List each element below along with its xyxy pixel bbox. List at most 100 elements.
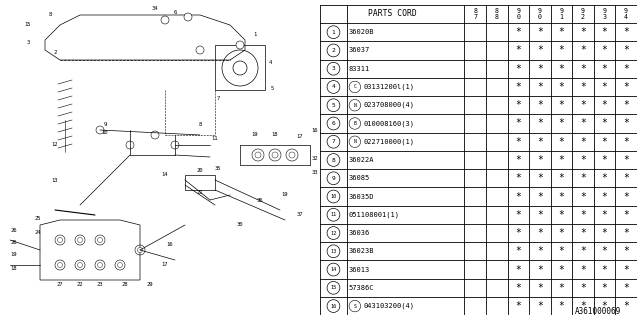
Text: 13: 13 (330, 249, 337, 254)
Text: *: * (623, 210, 629, 220)
Text: *: * (515, 173, 521, 183)
Text: *: * (623, 265, 629, 275)
Text: 8: 8 (198, 123, 202, 127)
Circle shape (184, 13, 192, 21)
Text: *: * (602, 155, 607, 165)
Text: 9: 9 (516, 8, 520, 14)
Text: *: * (537, 210, 543, 220)
Text: 023708000(4): 023708000(4) (364, 102, 415, 108)
Text: 26: 26 (11, 228, 17, 233)
Text: *: * (537, 45, 543, 55)
Text: *: * (537, 301, 543, 311)
Text: *: * (602, 100, 607, 110)
Text: 33: 33 (312, 170, 318, 174)
Text: 010008160(3): 010008160(3) (364, 120, 415, 127)
Circle shape (58, 237, 63, 243)
Text: *: * (537, 64, 543, 74)
Text: 24: 24 (35, 229, 41, 235)
Text: 9: 9 (332, 176, 335, 181)
Text: *: * (602, 64, 607, 74)
Text: 5: 5 (270, 85, 274, 91)
Text: 17: 17 (297, 134, 303, 140)
Text: 14: 14 (330, 267, 337, 272)
Circle shape (236, 41, 244, 49)
Text: C: C (353, 84, 356, 90)
Text: *: * (580, 301, 586, 311)
Text: 1: 1 (332, 30, 335, 35)
Text: 4: 4 (332, 84, 335, 90)
Circle shape (58, 262, 63, 268)
Text: *: * (537, 228, 543, 238)
Text: *: * (623, 82, 629, 92)
Circle shape (161, 16, 169, 24)
Text: 36035D: 36035D (349, 194, 374, 199)
Circle shape (96, 126, 104, 134)
Text: *: * (602, 173, 607, 183)
Text: *: * (602, 301, 607, 311)
Text: *: * (623, 137, 629, 147)
Text: *: * (602, 265, 607, 275)
Text: *: * (623, 100, 629, 110)
Text: 9: 9 (559, 8, 563, 14)
Text: *: * (515, 228, 521, 238)
Text: 32: 32 (312, 156, 318, 161)
Text: 36013: 36013 (349, 267, 370, 273)
Text: *: * (602, 45, 607, 55)
Text: 9: 9 (624, 8, 628, 14)
Text: *: * (515, 155, 521, 165)
Text: 57386C: 57386C (349, 285, 374, 291)
Text: *: * (515, 64, 521, 74)
Text: *: * (580, 27, 586, 37)
Text: 18: 18 (11, 266, 17, 270)
Circle shape (77, 262, 83, 268)
Circle shape (171, 141, 179, 149)
Text: 11: 11 (330, 212, 337, 217)
Text: 15: 15 (25, 22, 31, 28)
Text: 0: 0 (516, 14, 520, 20)
Text: *: * (537, 82, 543, 92)
Text: 20: 20 (196, 167, 204, 172)
Text: 30: 30 (237, 222, 243, 228)
Text: 83311: 83311 (349, 66, 370, 72)
Text: *: * (537, 173, 543, 183)
Text: *: * (537, 265, 543, 275)
Text: *: * (515, 301, 521, 311)
Text: *: * (515, 82, 521, 92)
Text: *: * (580, 210, 586, 220)
Text: *: * (515, 191, 521, 202)
Text: 043103200(4): 043103200(4) (364, 303, 415, 309)
Text: 7: 7 (473, 14, 477, 20)
Text: 19: 19 (282, 193, 288, 197)
Text: *: * (559, 64, 564, 74)
Text: *: * (559, 173, 564, 183)
Text: *: * (515, 246, 521, 256)
Text: 6: 6 (332, 121, 335, 126)
Text: *: * (623, 246, 629, 256)
Text: 8: 8 (332, 157, 335, 163)
Text: *: * (537, 283, 543, 293)
Text: 17: 17 (162, 262, 168, 268)
Text: *: * (602, 228, 607, 238)
Text: *: * (580, 45, 586, 55)
Text: N: N (353, 103, 356, 108)
Text: 9: 9 (602, 8, 607, 14)
Text: 21: 21 (196, 189, 204, 195)
Text: *: * (602, 118, 607, 129)
Text: *: * (602, 82, 607, 92)
Text: 8: 8 (495, 14, 499, 20)
Text: *: * (537, 191, 543, 202)
Text: 2: 2 (332, 48, 335, 53)
Circle shape (77, 237, 83, 243)
Circle shape (272, 152, 278, 158)
Text: *: * (515, 137, 521, 147)
Text: *: * (515, 283, 521, 293)
Circle shape (118, 262, 122, 268)
Text: 7: 7 (216, 95, 220, 100)
Text: 051108001(1): 051108001(1) (349, 212, 399, 218)
Text: *: * (559, 118, 564, 129)
Text: *: * (580, 118, 586, 129)
Text: *: * (537, 100, 543, 110)
Text: *: * (580, 82, 586, 92)
Text: *: * (623, 173, 629, 183)
Text: *: * (580, 173, 586, 183)
